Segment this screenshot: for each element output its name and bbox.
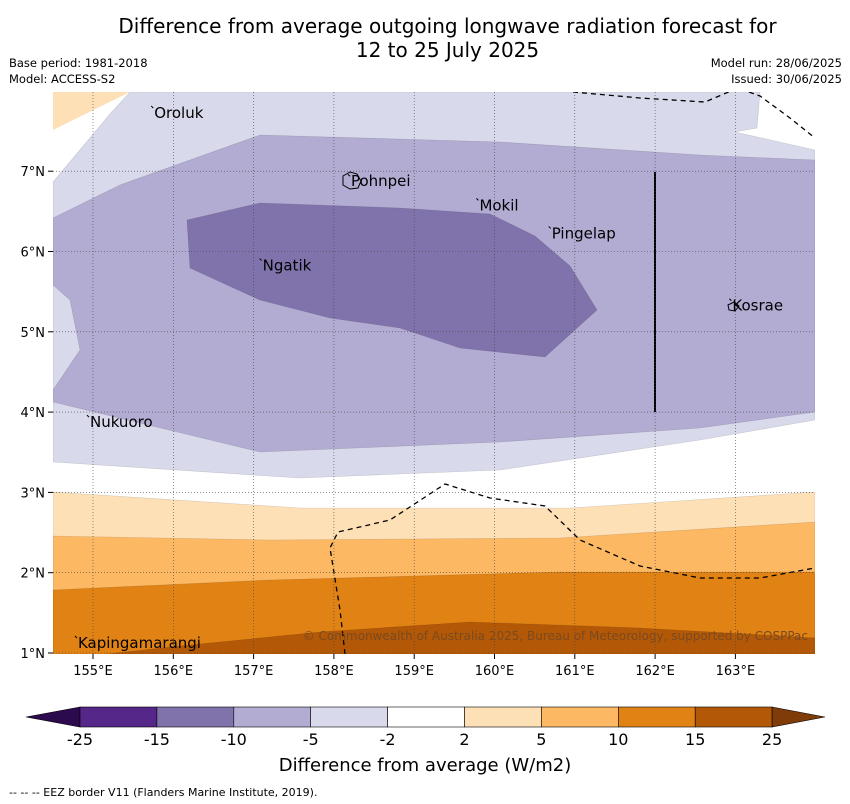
colorbar-segment — [541, 706, 619, 728]
lon-tick-label: 160°E — [475, 664, 515, 679]
colorbar-title: Difference from average (W/m2) — [278, 755, 572, 776]
lon-tick-label: 163°E — [716, 664, 756, 679]
lat-tick-label: 4°N — [21, 406, 46, 421]
place-label: Oroluk — [154, 104, 203, 122]
meta-right: Model run: 28/06/2025 Issued: 30/06/2025 — [711, 55, 842, 87]
lon-tick-label: 162°E — [635, 664, 675, 679]
colorbar-tick-label: 15 — [685, 730, 705, 749]
base-period: Base period: 1981-2018 — [9, 56, 148, 70]
lat-tick-label: 5°N — [21, 326, 46, 341]
island-marker — [729, 298, 732, 302]
lat-tick-label: 1°N — [21, 647, 46, 662]
band-plus-15-25 — [104, 621, 815, 654]
island-marker — [476, 197, 479, 201]
colorbar-tick-label: 5 — [536, 730, 546, 749]
map-plot-area — [53, 92, 815, 654]
colorbar-tick-label: 10 — [608, 730, 628, 749]
place-label: Mokil — [479, 196, 518, 214]
colorbar-segment — [387, 706, 465, 728]
place-label: Ngatik — [263, 257, 312, 275]
issued-date: Issued: 30/06/2025 — [731, 72, 842, 86]
lon-tick-label: 155°E — [73, 664, 113, 679]
band-plus-2-5-north — [53, 92, 130, 130]
place-labels: Oroluk Pohnpei Mokil Pingelap Ngatik Kosrae Nu… — [74, 104, 783, 652]
island-marker — [548, 226, 552, 229]
colorbar-tick-label: 25 — [762, 730, 782, 749]
colorbar-tick-label: -10 — [221, 730, 247, 749]
place-label: Pohnpei — [351, 172, 411, 190]
copyright-note: © Commonwealth of Australia 2025, Bureau… — [303, 629, 808, 643]
colorbar-segment — [694, 706, 773, 728]
place-label: Nukuoro — [90, 413, 153, 431]
colorbar-under-arrow — [25, 706, 81, 728]
lat-tick-label: 7°N — [21, 165, 46, 180]
eez-footnote: -- -- -- EEZ border V11 (Flanders Marine… — [9, 786, 318, 799]
gridlines — [53, 92, 815, 654]
colorbar-segment — [617, 706, 696, 728]
place-label: Pingelap — [552, 224, 616, 242]
lon-tick-label: 159°E — [394, 664, 434, 679]
colorbar-segment — [79, 706, 158, 728]
lat-tick-label: 3°N — [21, 486, 46, 501]
colorbar-segment — [233, 706, 312, 728]
lon-tick-label: 157°E — [234, 664, 274, 679]
colorbar-segment — [156, 706, 235, 728]
eez-borders — [329, 92, 815, 654]
band-minus-10-15 — [186, 202, 598, 358]
colorbar-tick-label: 2 — [459, 730, 469, 749]
island-marker — [150, 105, 154, 109]
lat-tick-label: 6°N — [21, 246, 46, 261]
colorbar-tick-label: -2 — [380, 730, 396, 749]
title-line-1: Difference from average outgoing longwav… — [118, 14, 777, 38]
colorbar: -25 -15 -10 -5 -2 2 5 10 15 25 — [25, 706, 826, 749]
place-label: Kosrae — [732, 297, 783, 315]
colorbar-over-arrow — [771, 706, 826, 728]
pohnpei-island-icon — [342, 171, 362, 190]
axis-ticks: 155°E 156°E 157°E 158°E 159°E 160°E 161°E 162°E… — [21, 165, 756, 679]
island-marker — [347, 173, 351, 177]
colorbar-segment — [464, 706, 542, 728]
island-marker — [74, 635, 78, 639]
title-line-2: 12 to 25 July 2025 — [355, 38, 540, 62]
meta-left: Base period: 1981-2018 Model: ACCESS-S2 — [9, 55, 148, 87]
colorbar-tick-label: -5 — [303, 730, 319, 749]
island-marker — [86, 414, 90, 418]
model-name: Model: ACCESS-S2 — [9, 72, 116, 86]
kosrae-island-icon — [727, 301, 740, 312]
island-marker — [259, 258, 262, 261]
colorbar-segment — [310, 706, 388, 728]
colorbar-tick-label: -15 — [144, 730, 170, 749]
lat-tick-label: 2°N — [21, 567, 46, 582]
lon-tick-label: 161°E — [555, 664, 595, 679]
lon-tick-label: 156°E — [154, 664, 194, 679]
model-run: Model run: 28/06/2025 — [710, 56, 842, 70]
lon-tick-label: 158°E — [314, 664, 354, 679]
colorbar-tick-label: -25 — [67, 730, 93, 749]
place-label: Kapingamarangi — [78, 634, 201, 652]
chart-title: Difference from average outgoing longwav… — [40, 14, 850, 62]
